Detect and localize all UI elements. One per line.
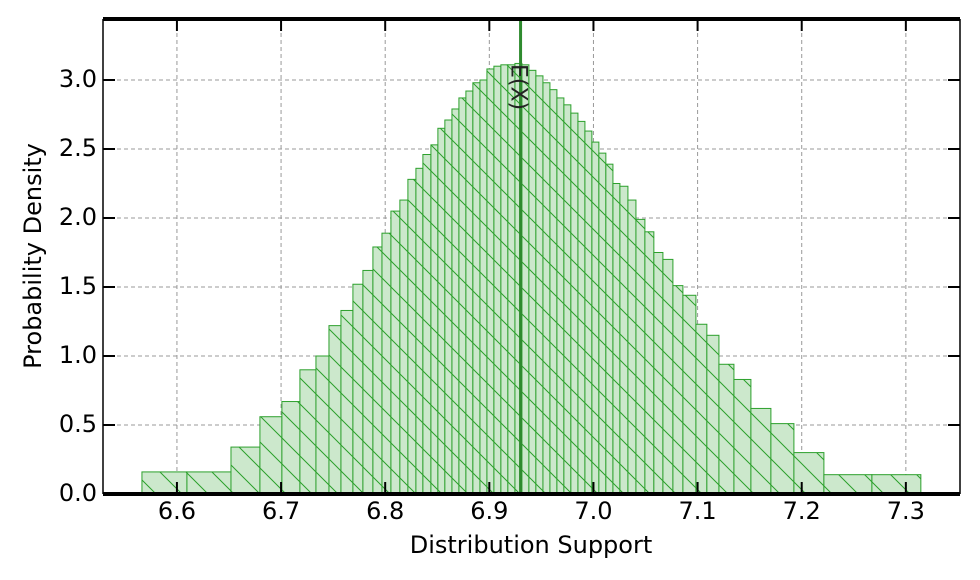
bar-hatch [186,471,231,494]
bar-hatch [706,335,719,494]
bar-hatch [352,284,363,494]
bar-hatch [627,200,636,494]
bar-hatch [556,97,564,494]
x-tick-label: 7.3 [887,497,925,525]
bar-hatch [535,75,543,494]
bar-hatch [682,295,696,494]
bar-hatch [259,416,282,494]
y-tick-label: 1.5 [59,272,97,300]
bar-hatch [372,246,382,494]
bar-hatch [662,259,673,494]
bar-hatch [340,310,353,494]
bar-hatch [871,474,921,494]
bar-hatch [493,66,501,494]
y-tick-label: 1.0 [59,341,97,369]
x-tick-label: 6.6 [158,497,196,525]
bar-hatch [584,131,592,494]
bar-hatch [315,355,329,494]
mean-label: E(X) [505,64,530,110]
y-tick-label: 2.5 [59,134,97,162]
bar-hatch [750,408,771,494]
y-tick-label: 3.0 [59,65,97,93]
bar-hatch [472,82,480,495]
bar-hatch [672,285,683,494]
bar-hatch [507,64,515,495]
y-tick-label: 0.0 [59,479,97,507]
bar-hatch [695,324,707,494]
bar-hatch [479,79,487,494]
bar-hatch [230,447,260,494]
bar-hatch [299,369,316,494]
bar-hatch [733,379,751,494]
x-axis-label: Distribution Support [410,531,653,559]
bar-hatch [653,252,663,494]
bar-hatch [451,108,459,495]
y-tick-label: 2.0 [59,203,97,231]
bar-hatch [605,164,613,494]
bar-hatch [542,82,550,495]
bar-hatch [718,364,734,494]
bar-hatch [362,270,373,494]
bar-hatch [415,168,423,494]
bar-hatch [458,97,466,494]
bar-hatch [577,121,585,495]
bar-hatch [793,452,824,494]
bar-hatch [328,325,341,494]
x-tick-label: 7.0 [574,497,612,525]
bar-hatch [644,231,654,494]
y-axis-label: Probability Density [19,143,47,369]
bar-hatch [591,142,599,494]
bar-hatch [422,154,431,494]
bar-hatch [549,89,557,495]
x-tick-label: 7.2 [783,497,821,525]
x-tick-label: 6.8 [366,497,404,525]
x-tick-label: 6.9 [470,497,508,525]
bar-hatch [570,113,578,494]
bar-hatch [514,63,522,495]
bar-hatch [407,179,416,494]
bar-hatch [770,423,794,494]
bar-hatch [500,64,508,495]
bar-hatch [823,474,872,494]
bar-hatch [141,471,187,494]
bar-hatch [486,68,494,494]
bar-hatch [598,153,606,494]
bar-hatch [563,104,571,494]
bar-hatch [465,91,473,494]
bar-hatch [619,186,628,494]
bar-hatch [612,183,620,495]
bar-hatch [444,120,452,495]
bar-hatch [281,401,300,494]
bar-hatch [390,211,400,495]
x-tick-label: 6.7 [262,497,300,525]
bar-hatch [399,200,408,494]
x-tick-label: 7.1 [679,497,717,525]
bar-hatch [528,70,536,495]
y-tick-label: 0.5 [59,410,97,438]
bar-hatch [635,219,645,494]
bar-hatch [381,233,391,495]
bar-hatch [437,128,445,494]
bar-hatch [521,64,529,495]
bar-hatch [430,144,438,494]
